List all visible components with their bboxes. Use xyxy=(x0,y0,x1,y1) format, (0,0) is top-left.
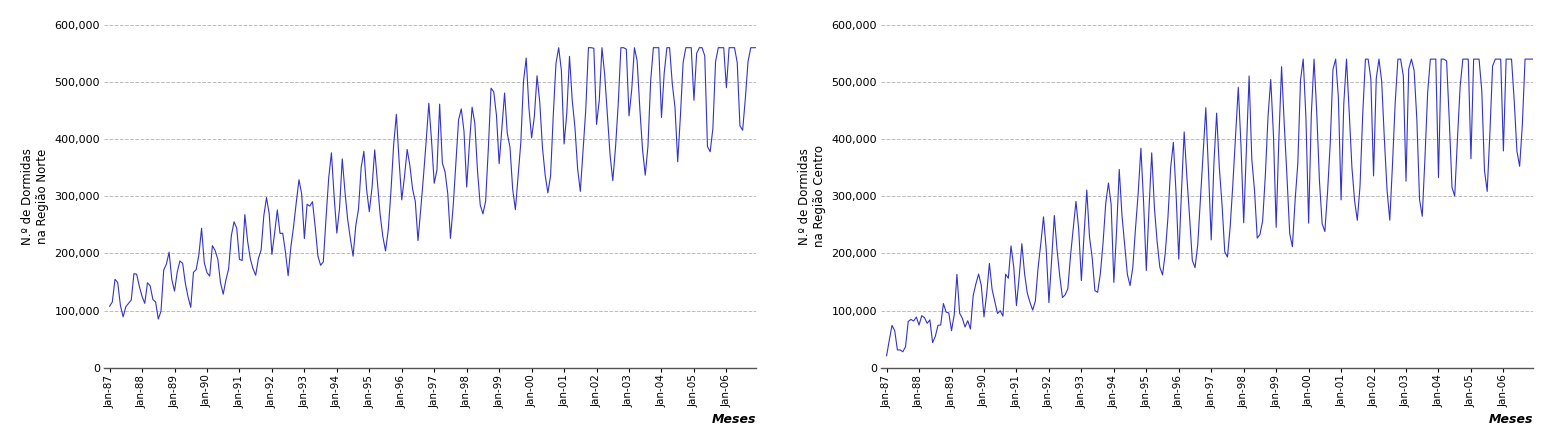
X-axis label: Meses: Meses xyxy=(1489,413,1534,426)
Y-axis label: N.º de Dormidas
na Região Centro: N.º de Dormidas na Região Centro xyxy=(797,145,825,247)
X-axis label: Meses: Meses xyxy=(712,413,757,426)
Y-axis label: N.º de Dormidas
na Região Norte: N.º de Dormidas na Região Norte xyxy=(20,148,48,245)
